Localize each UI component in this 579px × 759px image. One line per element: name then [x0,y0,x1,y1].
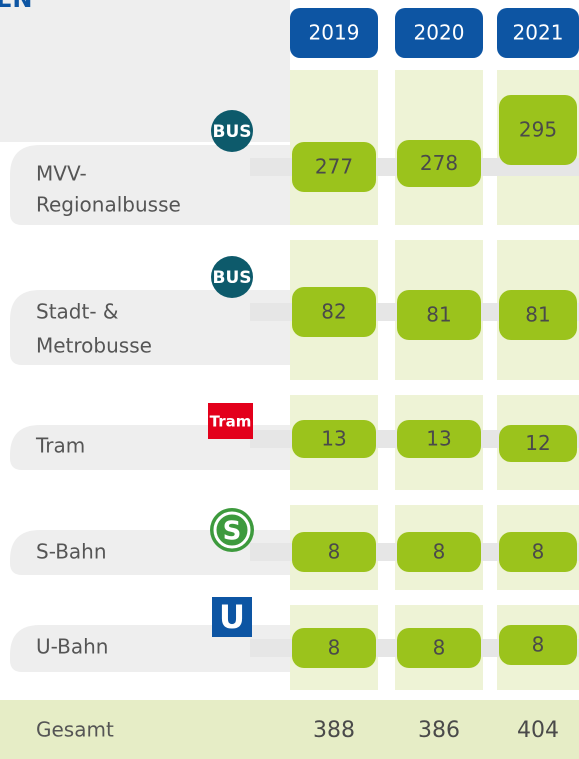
label-panel [10,290,290,365]
value-box [292,628,376,668]
value-box [397,628,481,668]
value-label: 81 [426,303,451,327]
row-label: Stadt- & [36,300,119,324]
value-label: 8 [532,633,545,657]
value-label: 295 [519,118,557,142]
label-panel [10,145,290,225]
value-box [499,95,577,165]
year-label: 2020 [414,21,465,45]
tram-icon [208,403,253,439]
row-label: MVV- [36,162,87,186]
row-label: Regionalbusse [36,193,181,217]
total-value: 388 [313,718,355,743]
value-box [397,290,481,340]
value-box [292,532,376,572]
row-label: S-Bahn [36,540,107,564]
year-header [290,8,378,58]
total-value: 386 [418,718,460,743]
u-icon [212,597,252,637]
value-box [292,287,376,337]
value-label: 13 [426,427,451,451]
value-label: 13 [321,427,346,451]
icon-text: U [219,598,245,636]
bus-icon [211,256,253,298]
icon-text: BUS [212,268,251,288]
total-row [0,700,579,759]
row-label: Tram [35,434,85,458]
icon-text: S [223,517,242,547]
value-label: 278 [420,151,458,175]
value-box [499,290,577,340]
value-box [499,425,577,462]
row-label: Metrobusse [36,334,152,358]
year-label: 2019 [309,21,360,45]
value-box [397,420,481,458]
value-label: 8 [328,540,341,564]
value-box [397,532,481,572]
bus-icon [211,110,253,152]
year-header [395,8,483,58]
icon-text: Tram [210,413,252,431]
value-label: 8 [433,636,446,660]
year-label: 2021 [513,21,564,45]
value-label: 8 [433,540,446,564]
value-label: 8 [328,636,341,660]
total-label: Gesamt [36,718,114,742]
value-box [292,420,376,458]
year-header [497,8,579,58]
total-value: 404 [517,718,559,743]
value-label: 277 [315,155,353,179]
title-fragment: EN [0,0,32,13]
value-label: 81 [525,303,550,327]
value-label: 82 [321,300,346,324]
value-label: 8 [532,540,545,564]
s-icon-ring [213,511,251,549]
row-label: U-Bahn [36,635,108,659]
icon-text: BUS [212,122,251,142]
value-label: 12 [525,431,550,455]
value-box [292,142,376,192]
value-box [499,532,577,572]
value-box [397,140,481,187]
value-box [499,625,577,665]
